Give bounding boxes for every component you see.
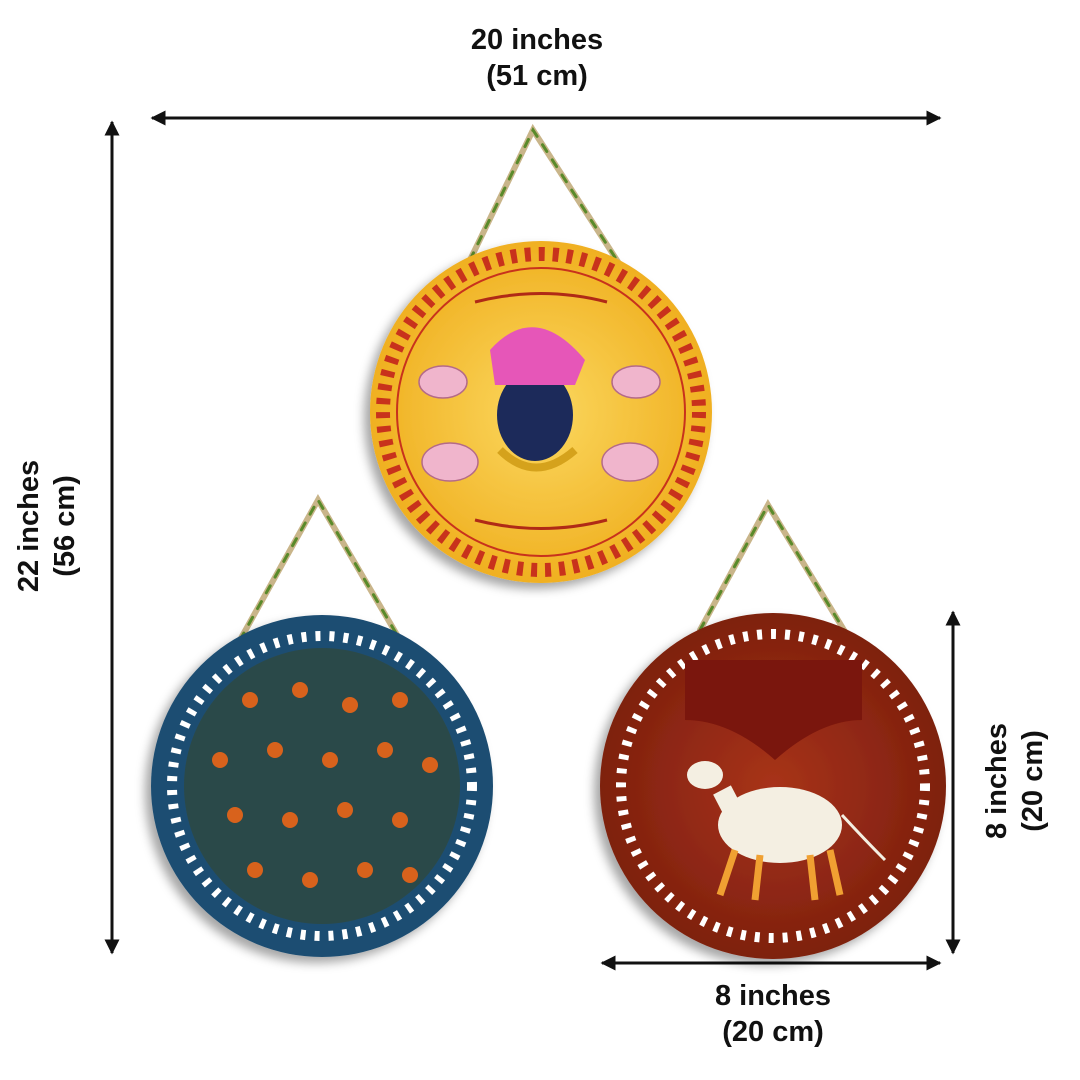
- overall-width-cm: (51 cm): [486, 60, 588, 92]
- plaque-width-inches: 8 inches: [714, 980, 832, 1012]
- overall-height-label: 22 inches (56 cm): [11, 426, 83, 626]
- overall-width-inches: 20 inches: [470, 24, 604, 56]
- plaque-shrinathji: [370, 241, 712, 583]
- plaque-height-inches: 8 inches: [981, 722, 1013, 840]
- overall-width-label: 20 inches (51 cm): [437, 22, 637, 94]
- overall-height-inches: 22 inches: [13, 459, 45, 593]
- plaque-height-label: 8 inches (20 cm): [979, 681, 1051, 881]
- overall-height-cm: (56 cm): [49, 475, 81, 577]
- plaque-floral-blue: [151, 615, 493, 957]
- plaque-width-cm: (20 cm): [722, 1016, 824, 1048]
- plaque-width-label: 8 inches (20 cm): [673, 978, 873, 1050]
- hanging-ropes: [237, 123, 853, 643]
- plaque-pichwai-cow: [600, 613, 946, 959]
- plaque-height-cm: (20 cm): [1017, 730, 1049, 832]
